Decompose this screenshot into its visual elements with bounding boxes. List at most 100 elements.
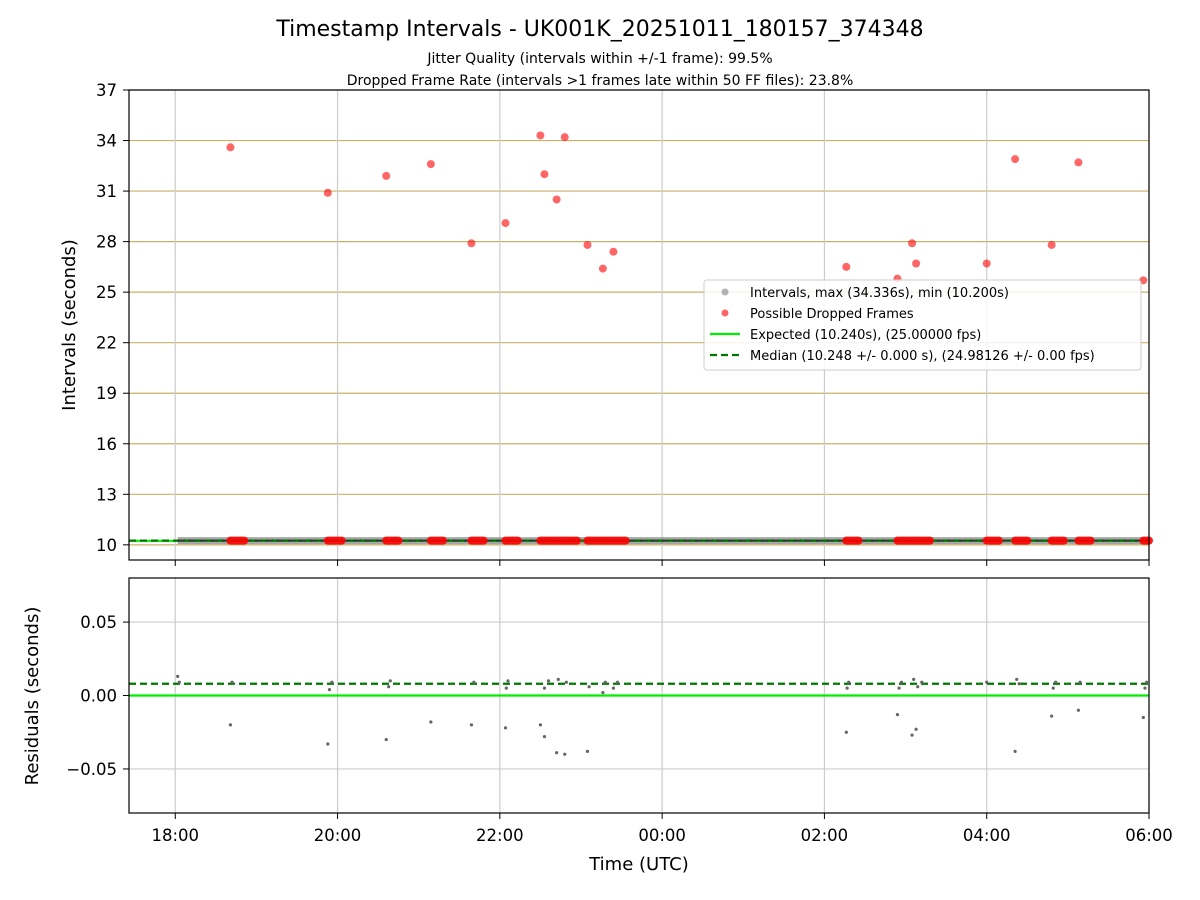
- dropped-frame-point: [1074, 158, 1083, 167]
- intervals-panel: 10 13 16 19 22 25 28 31 34 37 Intervals (seconds)…: [59, 81, 1153, 566]
- residual-point: [611, 686, 616, 690]
- intervals-y-tick-label: 13: [96, 485, 117, 504]
- legend-intervals-label: Intervals, max (34.336s), min (10.200s): [750, 286, 1009, 301]
- x-tick-label: 06:00: [1125, 826, 1173, 845]
- residual-point: [920, 680, 924, 684]
- dropped-frames-markers: [226, 131, 1153, 545]
- residual-point: [899, 680, 904, 684]
- legend-expected-label: Expected (10.240s), (25.00000 fps): [750, 328, 981, 343]
- residual-point: [230, 680, 234, 684]
- residual-point: [845, 686, 849, 690]
- chart-title: Timestamp Intervals - UK001K_20251011_18…: [275, 17, 923, 42]
- intervals-y-tick-label: 19: [96, 384, 117, 403]
- residuals-x-axis: 18:00 20:00 22:00 00:00 02:00 04:00 06:00: [151, 813, 1173, 845]
- dropped-frame-point: [842, 262, 851, 271]
- intervals-y-tick-label: 25: [96, 283, 117, 302]
- dropped-frame-point: [552, 195, 561, 204]
- chart-legend: Intervals, max (34.336s), min (10.200s) …: [703, 279, 1142, 371]
- residual-point: [1015, 677, 1019, 681]
- intervals-y-tick-label: 22: [96, 334, 117, 353]
- dropped-frame-point: [912, 259, 921, 268]
- residuals-panel: −0.05 0.00 0.05 18:00 20:00 22:00 00:00 02:00 0…: [22, 577, 1173, 875]
- dropped-frame-point: [323, 188, 332, 197]
- residual-point: [914, 727, 918, 731]
- residual-point: [1078, 680, 1082, 684]
- residual-point: [603, 680, 607, 684]
- residual-point: [587, 685, 591, 689]
- dropped-frame-point: [609, 247, 618, 256]
- residual-point: [1017, 682, 1021, 686]
- residual-point: [1050, 714, 1054, 718]
- intervals-y-tick-label: 31: [96, 182, 117, 201]
- x-tick-label: 00:00: [638, 826, 686, 845]
- residual-point: [847, 680, 851, 684]
- residual-point: [564, 680, 568, 684]
- x-tick-label: 22:00: [476, 826, 524, 845]
- intervals-y-tick-label: 16: [96, 435, 117, 454]
- residual-point: [985, 680, 989, 684]
- dropped-frame-point: [540, 170, 549, 179]
- residual-point: [326, 742, 330, 746]
- legend-intervals-marker: [721, 288, 729, 296]
- chart-subtitle-dropped-rate: Dropped Frame Rate (intervals >1 frames …: [347, 73, 854, 89]
- residual-point: [912, 677, 916, 681]
- residual-point: [1143, 686, 1147, 690]
- dropped-frame-point: [982, 259, 991, 268]
- legend-dropped-marker: [721, 309, 729, 317]
- dropped-frame-point: [536, 131, 545, 140]
- intervals-y-tick-label: 10: [96, 536, 117, 555]
- x-tick-label: 04:00: [963, 826, 1011, 845]
- residual-point: [555, 751, 559, 755]
- residual-point: [542, 735, 547, 739]
- residual-point: [503, 726, 508, 730]
- dropped-frame-point: [583, 240, 592, 249]
- intervals-y-axis: 10 13 16 19 22 25 28 31 34 37: [96, 81, 129, 555]
- residual-point: [1054, 680, 1058, 684]
- legend-dropped-label: Possible Dropped Frames: [750, 307, 914, 322]
- intervals-y-tick-label: 28: [96, 233, 117, 252]
- legend-median-label: Median (10.248 +/- 0.000 s), (24.98126 +…: [750, 349, 1095, 364]
- residuals-y-tick-label: 0.05: [80, 613, 117, 632]
- dropped-frame-point: [501, 219, 510, 228]
- residual-point: [228, 723, 233, 727]
- residual-point: [563, 752, 567, 756]
- dropped-frame-point: [1047, 240, 1056, 249]
- residual-point: [506, 679, 510, 683]
- residual-point: [429, 720, 433, 724]
- residual-point: [1076, 708, 1081, 712]
- residual-point: [542, 686, 547, 690]
- x-axis-label: Time (UTC): [588, 854, 689, 875]
- intervals-y-tick-label: 37: [96, 81, 117, 100]
- residual-point: [176, 674, 180, 679]
- intervals-y-tick-label: 34: [96, 132, 117, 151]
- dropped-frame-point: [908, 239, 917, 248]
- residual-point: [897, 686, 901, 690]
- x-tick-label: 18:00: [151, 826, 199, 845]
- residual-point: [1051, 686, 1055, 690]
- residual-point: [615, 680, 620, 684]
- residual-point: [538, 723, 543, 727]
- residual-point: [1013, 749, 1017, 753]
- legend-box: [703, 279, 1142, 371]
- dropped-frame-point: [560, 133, 569, 142]
- residual-point: [844, 730, 848, 734]
- x-tick-label: 02:00: [801, 826, 849, 845]
- dropped-frame-point: [467, 239, 476, 248]
- residuals-y-axis: −0.05 0.00 0.05: [66, 613, 129, 779]
- intervals-plot-frame: [128, 89, 1150, 561]
- residuals-y-label: Residuals (seconds): [22, 607, 43, 786]
- residual-point: [469, 723, 474, 727]
- residual-point: [384, 737, 388, 742]
- residual-point: [387, 685, 391, 689]
- dropped-frame-point: [1011, 155, 1020, 164]
- residual-point: [388, 679, 392, 683]
- residual-point: [895, 712, 900, 717]
- residual-point: [1141, 715, 1145, 720]
- dropped-frame-point: [426, 160, 435, 169]
- residual-point: [910, 733, 914, 737]
- residual-point: [327, 688, 332, 692]
- x-tick-label: 20:00: [314, 826, 362, 845]
- residual-point: [504, 686, 508, 690]
- residual-point: [546, 679, 551, 683]
